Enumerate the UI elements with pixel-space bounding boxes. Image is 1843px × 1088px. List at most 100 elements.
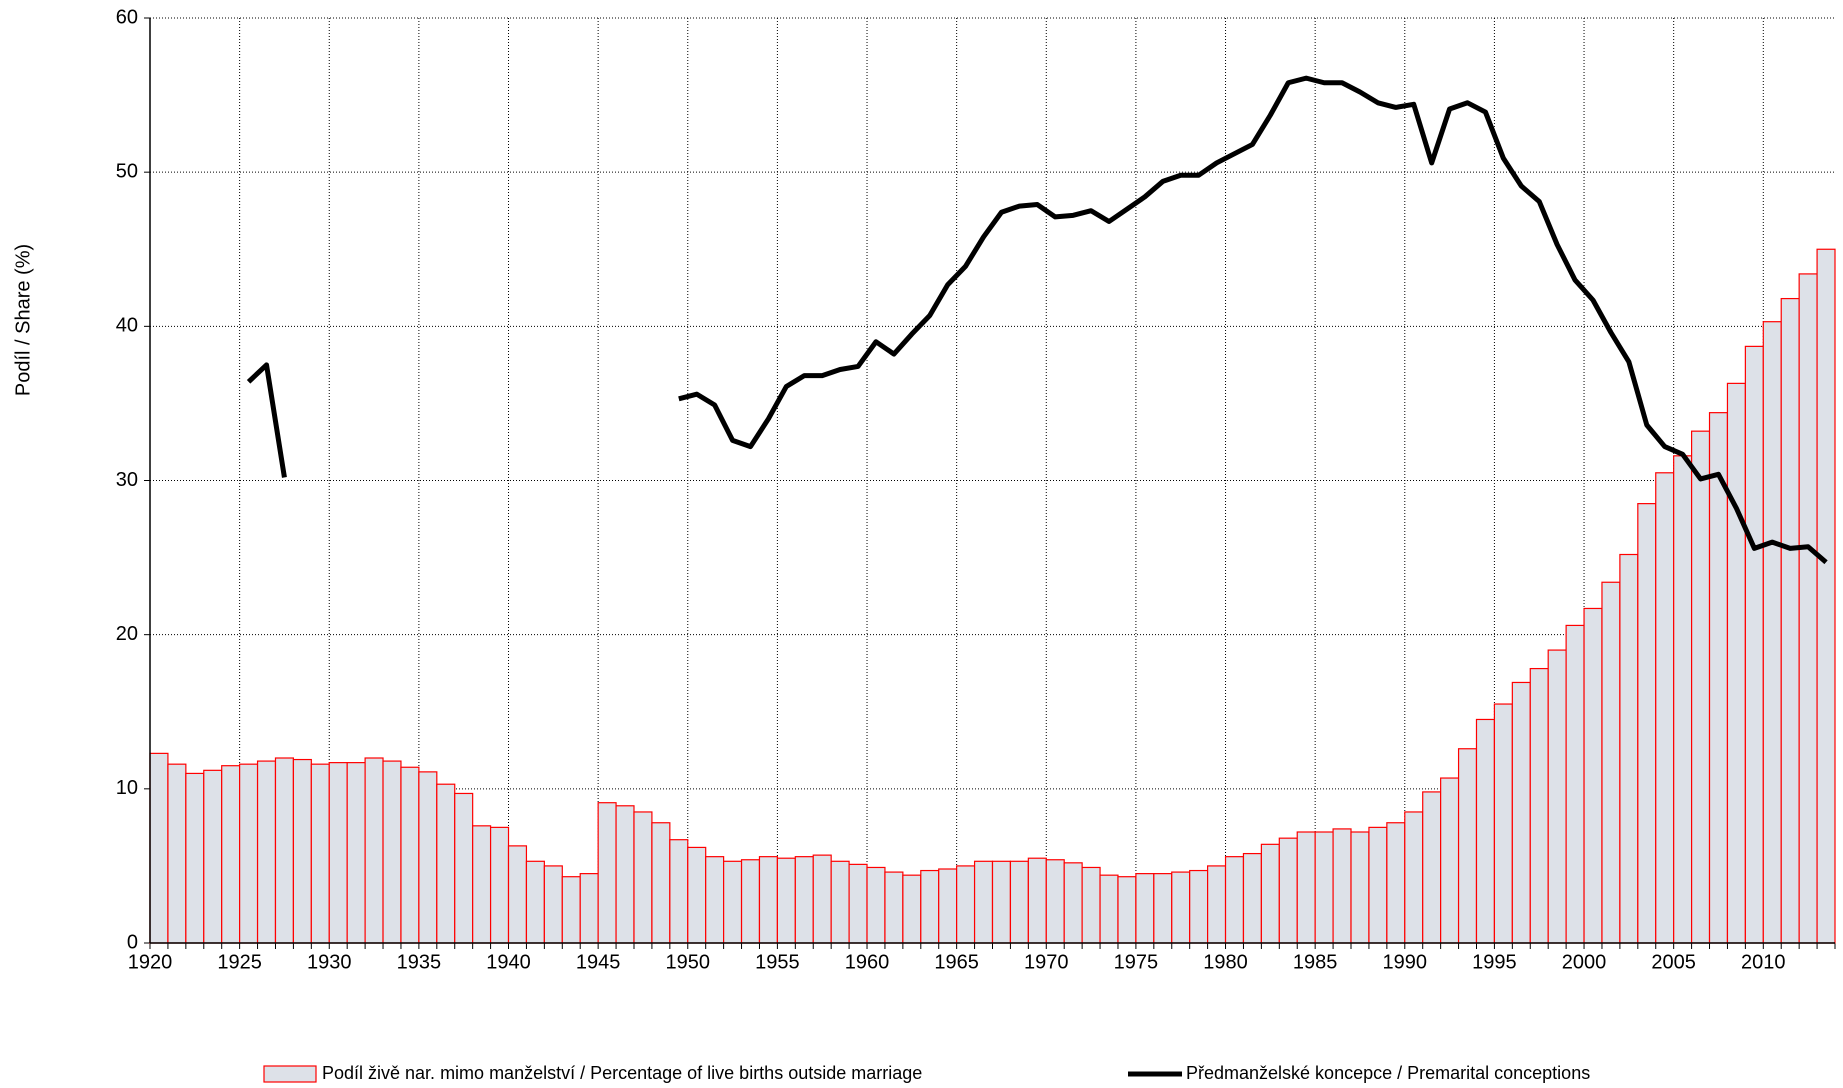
bar bbox=[920, 869, 940, 944]
bar bbox=[1457, 748, 1478, 944]
line bbox=[246, 75, 1828, 565]
bar bbox=[1673, 455, 1693, 944]
x-tick-label: 1950 bbox=[666, 951, 711, 973]
bar bbox=[1278, 837, 1298, 944]
y-tick-label: 30 bbox=[116, 469, 138, 491]
bar bbox=[1314, 831, 1334, 944]
bar bbox=[1762, 321, 1782, 944]
bar bbox=[1117, 876, 1137, 944]
bar bbox=[1153, 873, 1173, 944]
x-tick-label: 1975 bbox=[1114, 951, 1159, 973]
bar bbox=[1296, 831, 1316, 944]
bar bbox=[669, 839, 689, 944]
bar bbox=[507, 845, 528, 944]
bar bbox=[400, 766, 420, 944]
bar bbox=[1422, 791, 1442, 944]
bar bbox=[221, 765, 241, 944]
bar bbox=[848, 863, 868, 944]
bar bbox=[1798, 273, 1818, 944]
bar bbox=[1565, 624, 1585, 944]
x-tick-label: 1925 bbox=[217, 951, 262, 973]
bar bbox=[1350, 831, 1370, 944]
bar bbox=[346, 762, 366, 944]
bar bbox=[1493, 703, 1513, 944]
bar bbox=[956, 865, 976, 944]
bar bbox=[1404, 811, 1424, 944]
x-tick-label: 2005 bbox=[1651, 951, 1696, 973]
bar bbox=[938, 868, 958, 944]
legend-swatch bbox=[263, 1065, 317, 1083]
x-tick-label: 1945 bbox=[576, 951, 621, 973]
bar bbox=[1583, 607, 1603, 944]
bar bbox=[364, 757, 384, 944]
bar bbox=[794, 856, 814, 944]
x-tick-label: 1965 bbox=[934, 951, 979, 973]
legend-label: Předmanželské koncepce / Premarital conc… bbox=[1186, 1063, 1590, 1083]
x-tick-label: 1980 bbox=[1203, 951, 1248, 973]
x-tick-label: 1930 bbox=[307, 951, 352, 973]
bar bbox=[740, 859, 761, 944]
bar bbox=[1027, 857, 1047, 944]
bar bbox=[525, 860, 545, 944]
bar bbox=[436, 783, 456, 944]
bar bbox=[292, 758, 312, 944]
bar bbox=[1368, 826, 1388, 944]
x-tick-label: 1970 bbox=[1024, 951, 1069, 973]
bar bbox=[1816, 248, 1836, 944]
bar bbox=[1744, 345, 1764, 944]
bar bbox=[1726, 382, 1746, 944]
y-tick-label: 60 bbox=[116, 6, 138, 28]
bar bbox=[1475, 718, 1496, 944]
bar bbox=[1708, 412, 1729, 944]
bar bbox=[1224, 856, 1245, 944]
x-tick-label: 1955 bbox=[755, 951, 800, 973]
bar bbox=[149, 752, 169, 944]
x-tick-label: 1985 bbox=[1293, 951, 1338, 973]
y-tick-label: 20 bbox=[116, 623, 138, 645]
bar bbox=[597, 802, 617, 944]
bar bbox=[1440, 777, 1460, 944]
bar bbox=[1260, 843, 1280, 944]
bar bbox=[705, 856, 725, 944]
bar bbox=[812, 854, 832, 944]
bar bbox=[1637, 503, 1657, 944]
x-tick-label: 1960 bbox=[845, 951, 890, 973]
x-tick-label: 1935 bbox=[397, 951, 442, 973]
x-tick-label: 2010 bbox=[1741, 951, 1786, 973]
bar bbox=[1690, 430, 1711, 944]
bar bbox=[1655, 472, 1675, 944]
bar bbox=[489, 826, 510, 944]
bar bbox=[239, 763, 259, 944]
bar bbox=[1780, 297, 1800, 944]
bar bbox=[723, 860, 743, 944]
bar bbox=[651, 822, 671, 944]
bar bbox=[579, 873, 599, 944]
y-tick-label: 50 bbox=[116, 160, 138, 182]
bar bbox=[615, 805, 635, 944]
bar bbox=[1009, 860, 1029, 944]
bar bbox=[472, 825, 492, 944]
bar bbox=[1171, 871, 1191, 944]
bar bbox=[973, 860, 994, 944]
bar bbox=[902, 874, 922, 944]
bar bbox=[1601, 581, 1621, 944]
bar bbox=[1099, 874, 1119, 944]
bar bbox=[830, 860, 850, 944]
y-tick-label: 10 bbox=[116, 777, 138, 799]
bar bbox=[1619, 553, 1639, 944]
x-tick-label: 2000 bbox=[1562, 951, 1607, 973]
bar bbox=[454, 792, 474, 944]
x-tick-label: 1990 bbox=[1383, 951, 1428, 973]
bar bbox=[256, 760, 277, 944]
bar bbox=[1511, 681, 1531, 944]
bar bbox=[1529, 667, 1549, 944]
bar bbox=[1547, 649, 1567, 944]
bar bbox=[1189, 869, 1209, 944]
bar bbox=[884, 871, 904, 944]
bar bbox=[310, 763, 330, 944]
y-tick-label: 0 bbox=[127, 931, 138, 953]
bar bbox=[167, 763, 187, 944]
bar bbox=[1135, 873, 1155, 944]
bar bbox=[203, 769, 223, 944]
